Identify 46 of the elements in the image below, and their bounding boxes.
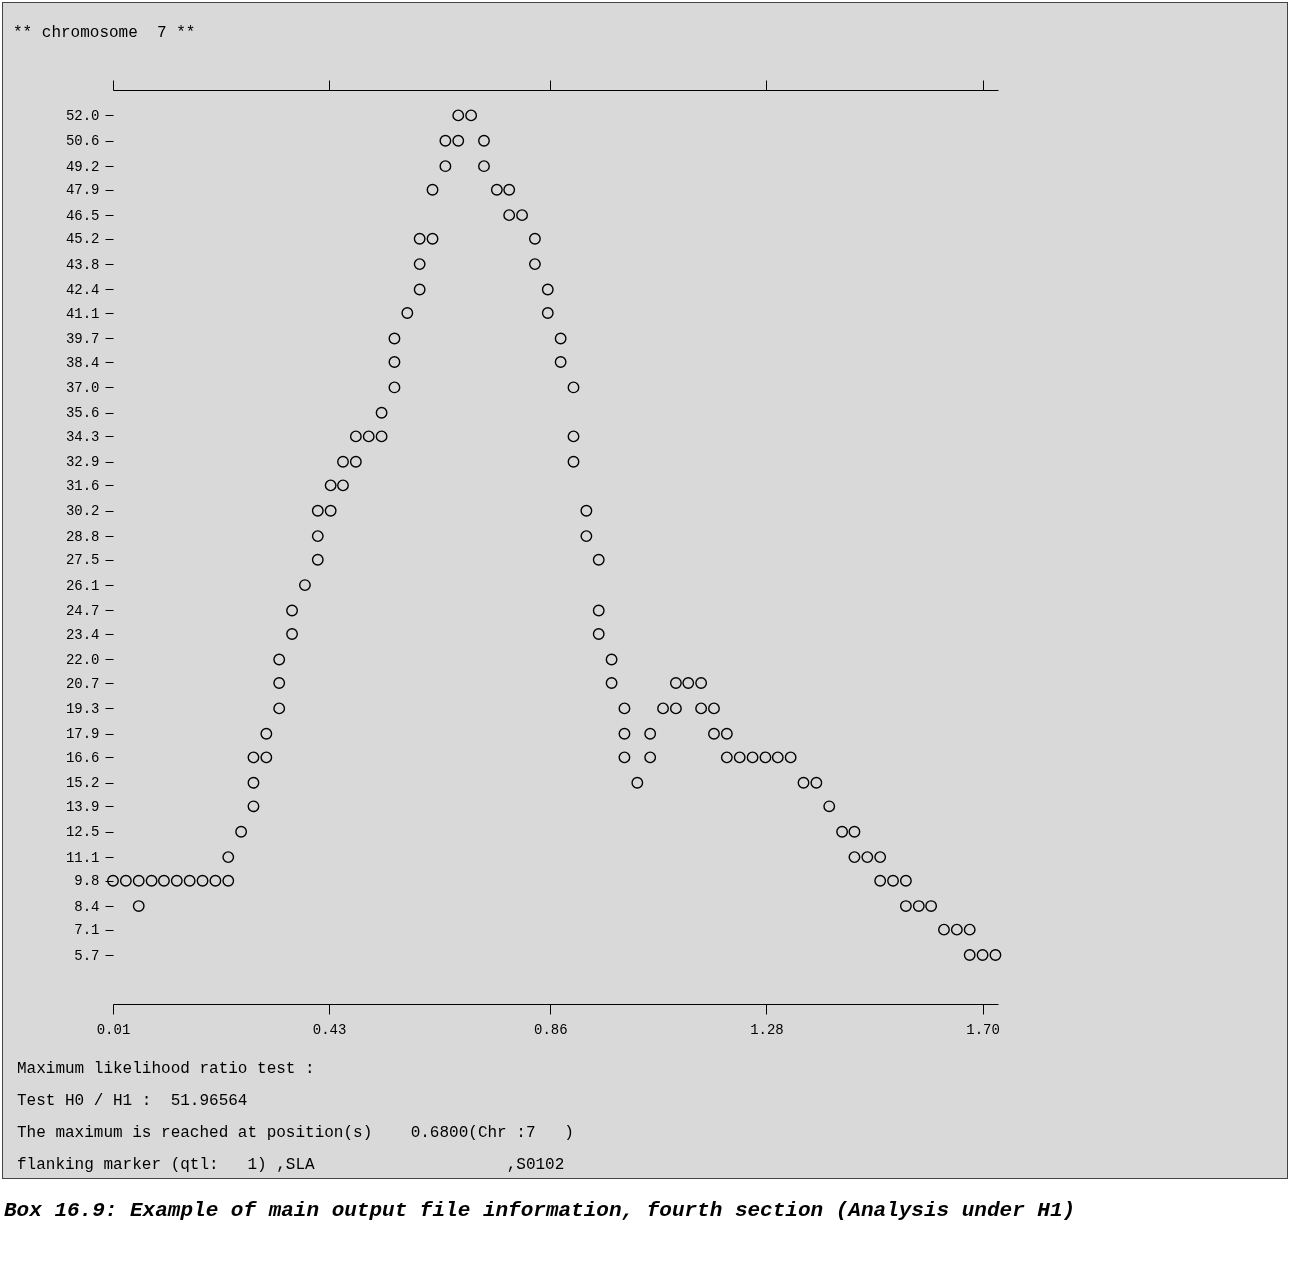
text: flanking marker (qtl: 1) ,SLA ,S0102 [16, 1155, 566, 1174]
x-tick-label: 1.70 [966, 1021, 1000, 1038]
y-tick-label: 46.5 [65, 207, 100, 224]
y-tick-label: 27.5 [65, 552, 100, 569]
y-tick-label: 17.9 [65, 726, 100, 743]
y-tick-label: 8.4 [74, 898, 100, 915]
y-tick-label: 32.9 [65, 454, 100, 471]
y-tick-label: 31.6 [65, 477, 100, 494]
y-tick-label: 12.5 [65, 824, 100, 841]
y-tick-label: 5.7 [74, 947, 100, 964]
text: Maximum likelihood ratio test : [16, 1059, 316, 1078]
y-tick-label: 47.9 [65, 182, 100, 199]
y-tick-label: 11.1 [65, 849, 100, 866]
x-tick-label: 0.86 [534, 1021, 568, 1038]
y-tick-label: 16.6 [65, 749, 100, 766]
y-tick-label: 30.2 [65, 503, 100, 520]
y-tick-label: 7.1 [74, 922, 100, 939]
text: Test H0 / H1 : 51.96564 [16, 1091, 249, 1110]
y-tick-label: 41.1 [65, 305, 100, 322]
y-tick-label: 49.2 [65, 158, 100, 175]
y-tick-label: 45.2 [65, 231, 100, 248]
y-tick-label: 22.0 [65, 651, 100, 668]
y-tick-label: 15.2 [65, 775, 100, 792]
y-tick-label: 42.4 [65, 281, 100, 298]
x-tick-label: 1.28 [750, 1021, 784, 1038]
y-tick-label: 43.8 [65, 256, 100, 273]
y-tick-label: 9.8 [74, 873, 100, 890]
y-tick-label: 39.7 [65, 330, 100, 347]
x-tick-label: 0.01 [96, 1021, 131, 1038]
y-tick-label: 35.6 [65, 405, 100, 422]
y-tick-label: 50.6 [65, 133, 100, 150]
y-tick-label: 37.0 [65, 379, 100, 396]
y-tick-label: 13.9 [65, 798, 100, 815]
y-tick-label: 38.4 [65, 354, 100, 371]
y-tick-label: 19.3 [65, 700, 100, 717]
y-tick-label: 20.7 [65, 675, 100, 692]
y-tick-label: 28.8 [65, 528, 100, 545]
y-tick-label: 34.3 [65, 428, 100, 445]
y-tick-label: 52.0 [65, 107, 100, 124]
y-tick-label: 23.4 [65, 626, 100, 643]
text: The maximum is reached at position(s) 0.6800(Chr :7 ) [16, 1123, 575, 1142]
y-tick-label: 26.1 [65, 577, 100, 594]
chart-title: ** chromosome 7 ** [13, 23, 196, 42]
text: Box 16.9: Example of main output file information, fourth section (Analysis under H1) [3, 1198, 1077, 1224]
x-tick-label: 0.43 [312, 1021, 347, 1038]
y-tick-label: 24.7 [65, 602, 100, 619]
